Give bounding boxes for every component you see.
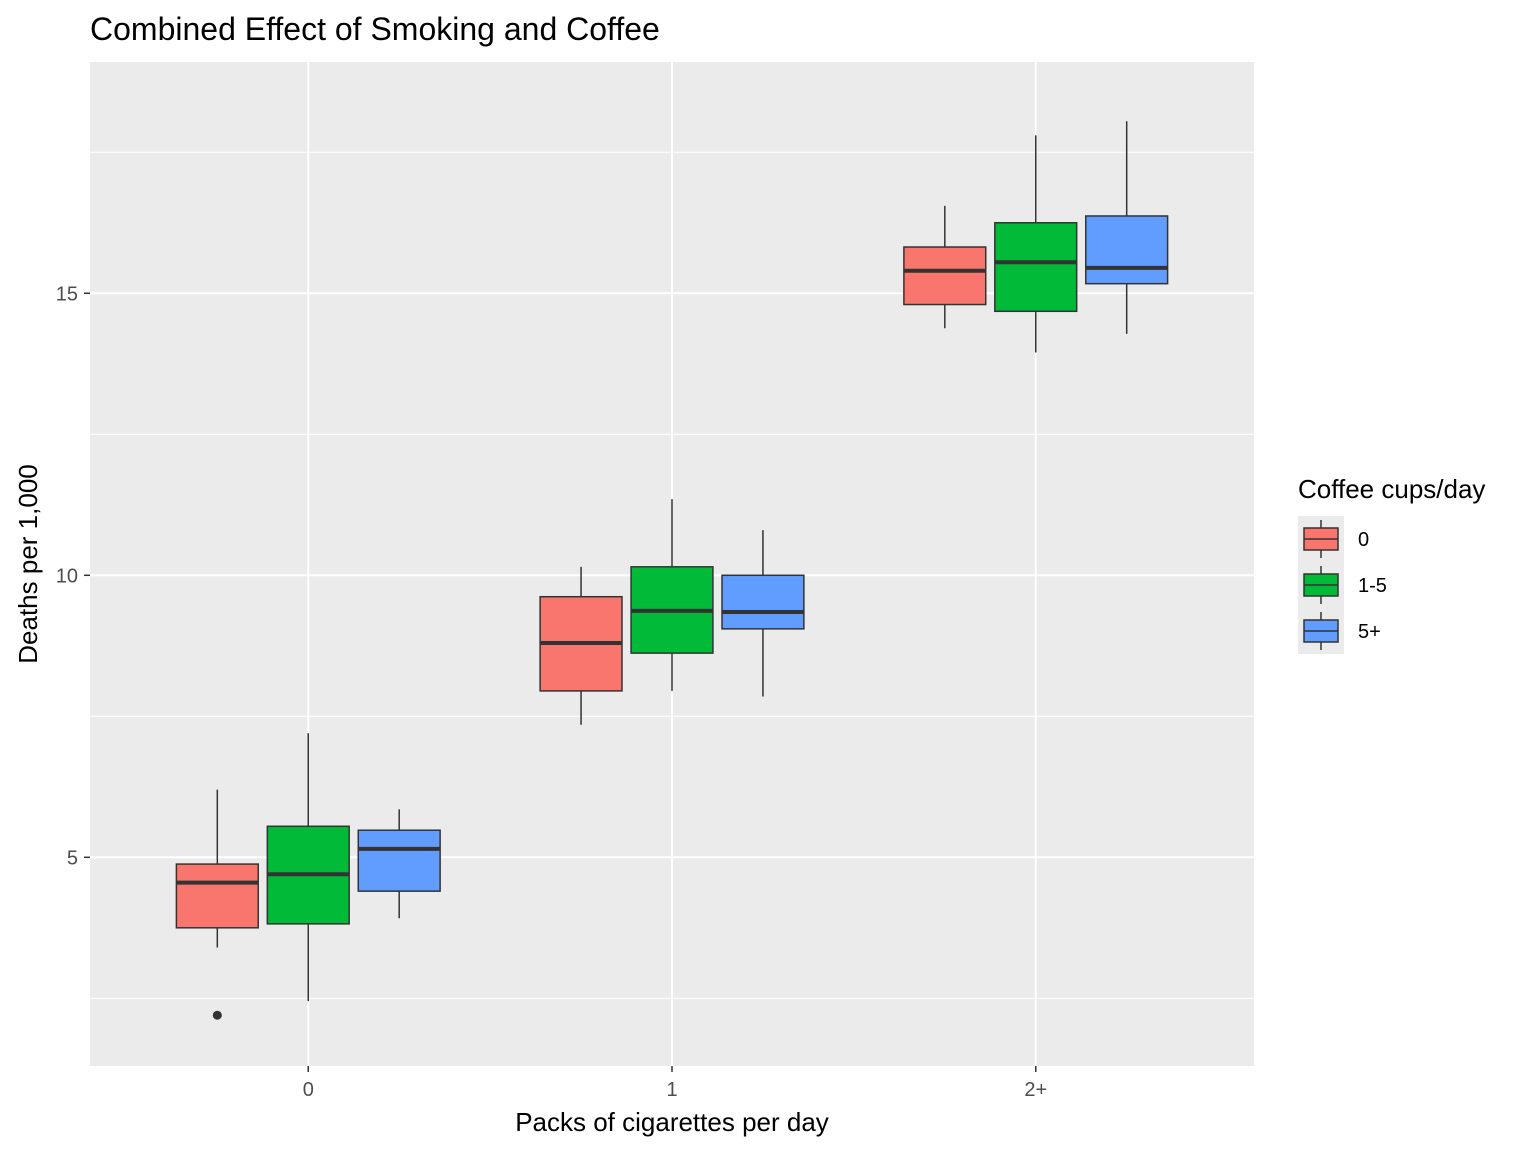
box-5+-0 — [357, 809, 441, 919]
box-body — [903, 246, 987, 306]
legend-label: 5+ — [1358, 621, 1381, 643]
box-body — [721, 574, 805, 630]
box-1-5-2+ — [994, 135, 1078, 353]
box-1-5-0 — [266, 733, 350, 1002]
y-axis-title: Deaths per 1,000 — [13, 464, 43, 663]
y-tick-label: 5 — [67, 847, 78, 869]
legend-title: Coffee cups/day — [1298, 474, 1485, 504]
box-0-2+ — [903, 205, 987, 329]
legend: Coffee cups/day 0 1-5 5+ — [1298, 474, 1485, 654]
legend-item-0: 0 — [1303, 520, 1369, 558]
x-tick-label: 0 — [303, 1079, 314, 1101]
legend-label: 0 — [1358, 529, 1369, 551]
x-axis-title: Packs of cigarettes per day — [515, 1107, 829, 1137]
legend-label: 1-5 — [1358, 575, 1387, 597]
boxes — [175, 121, 1169, 1020]
box-body — [1085, 215, 1169, 285]
box-body — [175, 863, 259, 929]
x-tick-label: 1 — [666, 1079, 677, 1101]
box-body — [994, 222, 1078, 313]
x-tick-label: 2+ — [1024, 1079, 1047, 1101]
box-0-1 — [539, 566, 623, 725]
box-1-5-1 — [630, 499, 714, 691]
y-axis: 5 10 15 — [56, 283, 90, 869]
x-axis: 0 1 2+ — [303, 1066, 1047, 1101]
chart-title: Combined Effect of Smoking and Coffee — [90, 11, 660, 47]
box-body — [357, 829, 441, 892]
outlier-point — [212, 1010, 222, 1020]
box-5+-1 — [721, 530, 805, 697]
y-tick-label: 10 — [56, 565, 78, 587]
y-tick-label: 15 — [56, 283, 78, 305]
legend-items: 0 1-5 5+ — [1303, 520, 1387, 650]
box-5+-2+ — [1085, 121, 1169, 334]
legend-item-1-5: 1-5 — [1303, 566, 1387, 604]
legend-item-5+: 5+ — [1303, 612, 1381, 650]
box-0-0 — [175, 789, 259, 1020]
